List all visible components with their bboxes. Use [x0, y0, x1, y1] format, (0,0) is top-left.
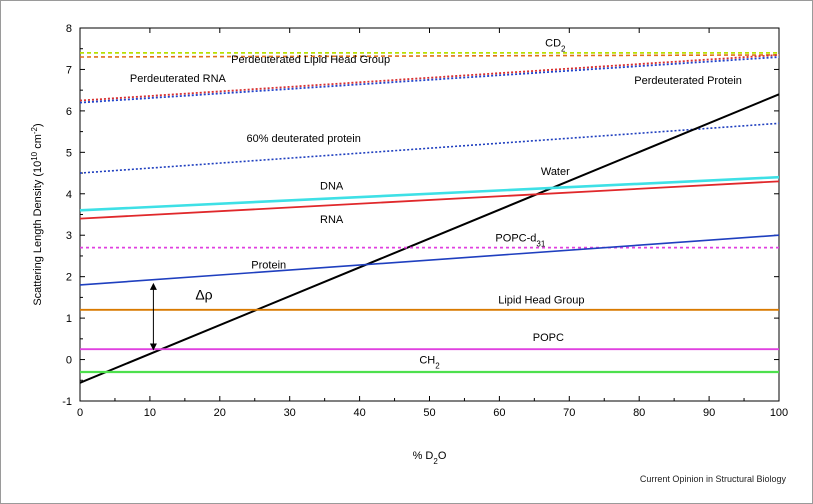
series-label-protein: Protein: [251, 259, 286, 271]
plot-axes: 0 10 20 30 40 50 60 70 80 90 100 -1 0 1 2 3 4 5 6 7 8 % D2O Sc…: [30, 23, 789, 466]
series-label-60-deuterated-protein: 60% deuterated protein: [246, 133, 360, 145]
x-tick-label: 90: [703, 407, 715, 419]
y-tick-label: 2: [66, 272, 72, 284]
x-tick-label: 100: [770, 407, 788, 419]
y-tick-label: 6: [66, 106, 72, 118]
x-tick-label: 60: [493, 407, 505, 419]
delta-rho-arrowhead-down: [149, 343, 157, 351]
x-axis-label: % D2O: [413, 450, 447, 466]
series-line-perdeuterated-protein: [79, 56, 780, 104]
journal-credit: Current Opinion in Structural Biology: [639, 474, 786, 484]
series-label-rna: RNA: [320, 214, 344, 226]
x-tick-label: 30: [284, 407, 296, 419]
series-label-perdeuterated-lipid-head-group: Perdeuterated Lipid Head Group: [231, 54, 390, 66]
series-labels: CD2 Perdeuterated Lipid Head Group Perdeut…: [130, 38, 742, 371]
series-line-water: [79, 93, 780, 384]
delta-rho-annotation: Δρ: [149, 282, 213, 351]
series-line-perdeuterated-lipid-head-group: [79, 54, 780, 58]
series-label-lipid-head-group: Lipid Head Group: [498, 295, 584, 307]
y-tick-label: 8: [66, 23, 72, 35]
y-tick-label: 7: [66, 64, 72, 76]
y-tick-label: 3: [66, 230, 72, 242]
delta-rho-label: Δρ: [195, 286, 212, 302]
series-label-ch: CH2: [419, 355, 440, 371]
y-tick-label: 4: [66, 189, 72, 201]
series-label-dna: DNA: [320, 181, 344, 193]
series-label-popc-d: POPC-d31: [495, 232, 545, 248]
series-label-perdeuterated-rna: Perdeuterated RNA: [130, 73, 227, 85]
x-tick-label: 40: [353, 407, 365, 419]
x-tick-label: 50: [423, 407, 435, 419]
series-line-rna: [79, 180, 780, 220]
y-tick-label: 5: [66, 147, 72, 159]
x-tick-label: 80: [633, 407, 645, 419]
x-tick-label: 20: [214, 407, 226, 419]
series-label-perdeuterated-protein: Perdeuterated Protein: [634, 75, 742, 87]
series-label-popc: POPC: [533, 332, 564, 344]
y-axis-label: Scattering Length Density (1010 cm-2): [30, 123, 45, 305]
series-line-60-deuterated-protein: [79, 122, 780, 174]
series-line-dna: [79, 175, 780, 212]
y-tick-label: 1: [66, 313, 72, 325]
x-tick-label: 10: [144, 407, 156, 419]
x-tick-label: 0: [77, 407, 83, 419]
delta-rho-arrowhead-up: [149, 282, 157, 290]
plot-series: [79, 51, 780, 384]
y-tick-label: -1: [62, 396, 72, 408]
series-line-protein: [79, 234, 780, 286]
series-label-cd: CD2: [545, 38, 566, 54]
series-line-perdeuterated-rna: [79, 54, 780, 102]
x-tick-label: 70: [563, 407, 575, 419]
series-label-water: Water: [541, 166, 570, 178]
y-tick-label: 0: [66, 355, 72, 367]
